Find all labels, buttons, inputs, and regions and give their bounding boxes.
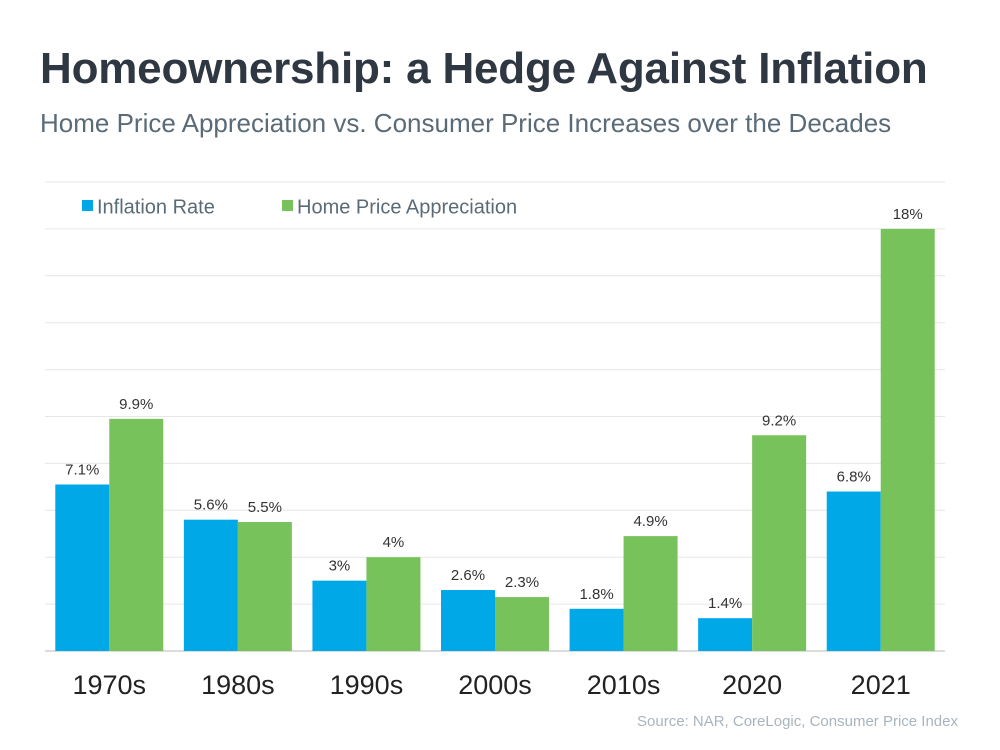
x-tick-label: 2021 (851, 670, 911, 700)
bar (312, 580, 367, 651)
legend-label: Inflation Rate (97, 197, 215, 219)
data-label: 3% (329, 558, 351, 575)
data-label: 5.6% (194, 497, 228, 514)
bar (237, 522, 292, 651)
bar (569, 608, 624, 651)
data-label: 4% (383, 534, 405, 551)
bar (880, 228, 935, 651)
bar (109, 418, 164, 651)
data-label: 2.6% (451, 567, 485, 584)
bar (495, 597, 549, 651)
x-tick-label: 2000s (458, 670, 532, 700)
source-note: Source: NAR, CoreLogic, Consumer Price I… (637, 713, 958, 730)
bar (698, 618, 753, 651)
x-tick-label: 1970s (72, 670, 146, 700)
x-tick-label: 1990s (330, 670, 404, 700)
legend-swatch (82, 200, 93, 211)
data-label: 6.8% (837, 469, 871, 486)
x-tick-label: 2010s (587, 670, 661, 700)
data-label: 9.2% (762, 412, 796, 429)
data-label: 9.9% (119, 396, 153, 413)
x-tick-label: 1980s (201, 670, 275, 700)
data-label: 7.1% (65, 462, 99, 479)
bar (826, 491, 881, 651)
chart-subtitle: Home Price Appreciation vs. Consumer Pri… (40, 108, 892, 138)
bar (752, 435, 807, 651)
data-label: 1.8% (579, 586, 613, 603)
x-tick-label: 2020 (722, 670, 782, 700)
legend-swatch (282, 200, 293, 211)
bar (183, 519, 238, 651)
data-label: 4.9% (633, 513, 667, 530)
bar (366, 557, 421, 651)
chart-title: Homeownership: a Hedge Against Inflation (40, 44, 928, 93)
data-label: 5.5% (248, 499, 282, 516)
bar (623, 536, 678, 651)
legend-label: Home Price Appreciation (297, 197, 517, 219)
bar (55, 484, 110, 651)
data-label: 1.4% (708, 595, 742, 612)
bar (441, 590, 495, 651)
data-label: 18% (893, 206, 923, 223)
data-label: 2.3% (505, 574, 539, 591)
